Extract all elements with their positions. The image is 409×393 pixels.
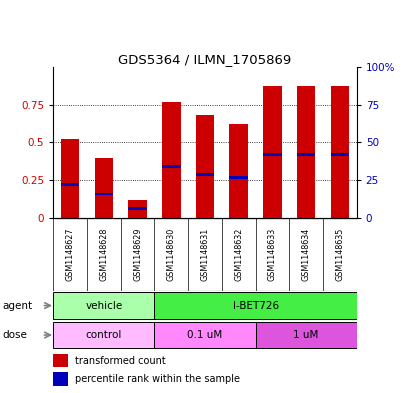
Bar — [263, 86, 281, 218]
Bar — [330, 86, 348, 218]
Bar — [94, 193, 113, 195]
Text: 1 uM: 1 uM — [293, 330, 318, 340]
Bar — [195, 115, 214, 218]
Bar — [53, 354, 68, 367]
Bar — [229, 176, 247, 179]
Bar — [53, 292, 154, 319]
Text: GSM1148631: GSM1148631 — [200, 228, 209, 281]
Bar — [263, 153, 281, 156]
Title: GDS5364 / ILMN_1705869: GDS5364 / ILMN_1705869 — [118, 53, 291, 66]
Bar — [296, 153, 315, 156]
Text: dose: dose — [2, 330, 27, 340]
Bar — [94, 158, 113, 218]
Text: GSM1148634: GSM1148634 — [301, 228, 310, 281]
Text: GSM1148630: GSM1148630 — [166, 228, 175, 281]
Text: GSM1148633: GSM1148633 — [267, 228, 276, 281]
Bar — [154, 292, 356, 319]
Bar — [229, 124, 247, 218]
Bar — [53, 372, 68, 386]
Text: I-BET726: I-BET726 — [232, 301, 278, 310]
Text: GSM1148635: GSM1148635 — [335, 228, 344, 281]
Bar — [195, 173, 214, 176]
Bar — [330, 153, 348, 156]
Text: control: control — [85, 330, 122, 340]
Bar — [61, 140, 79, 218]
Text: 0.1 uM: 0.1 uM — [187, 330, 222, 340]
Text: GSM1148629: GSM1148629 — [133, 228, 142, 281]
Text: agent: agent — [2, 301, 32, 310]
Bar — [53, 322, 154, 348]
Bar — [162, 165, 180, 168]
Text: percentile rank within the sample: percentile rank within the sample — [74, 374, 239, 384]
Bar — [154, 322, 255, 348]
Bar — [162, 102, 180, 218]
Text: GSM1148627: GSM1148627 — [65, 228, 74, 281]
Bar — [61, 184, 79, 186]
Bar — [128, 200, 146, 218]
Text: GSM1148628: GSM1148628 — [99, 228, 108, 281]
Bar — [255, 322, 356, 348]
Text: GSM1148632: GSM1148632 — [234, 228, 243, 281]
Text: vehicle: vehicle — [85, 301, 122, 310]
Bar — [128, 207, 146, 209]
Text: transformed count: transformed count — [74, 356, 165, 366]
Bar — [296, 86, 315, 218]
